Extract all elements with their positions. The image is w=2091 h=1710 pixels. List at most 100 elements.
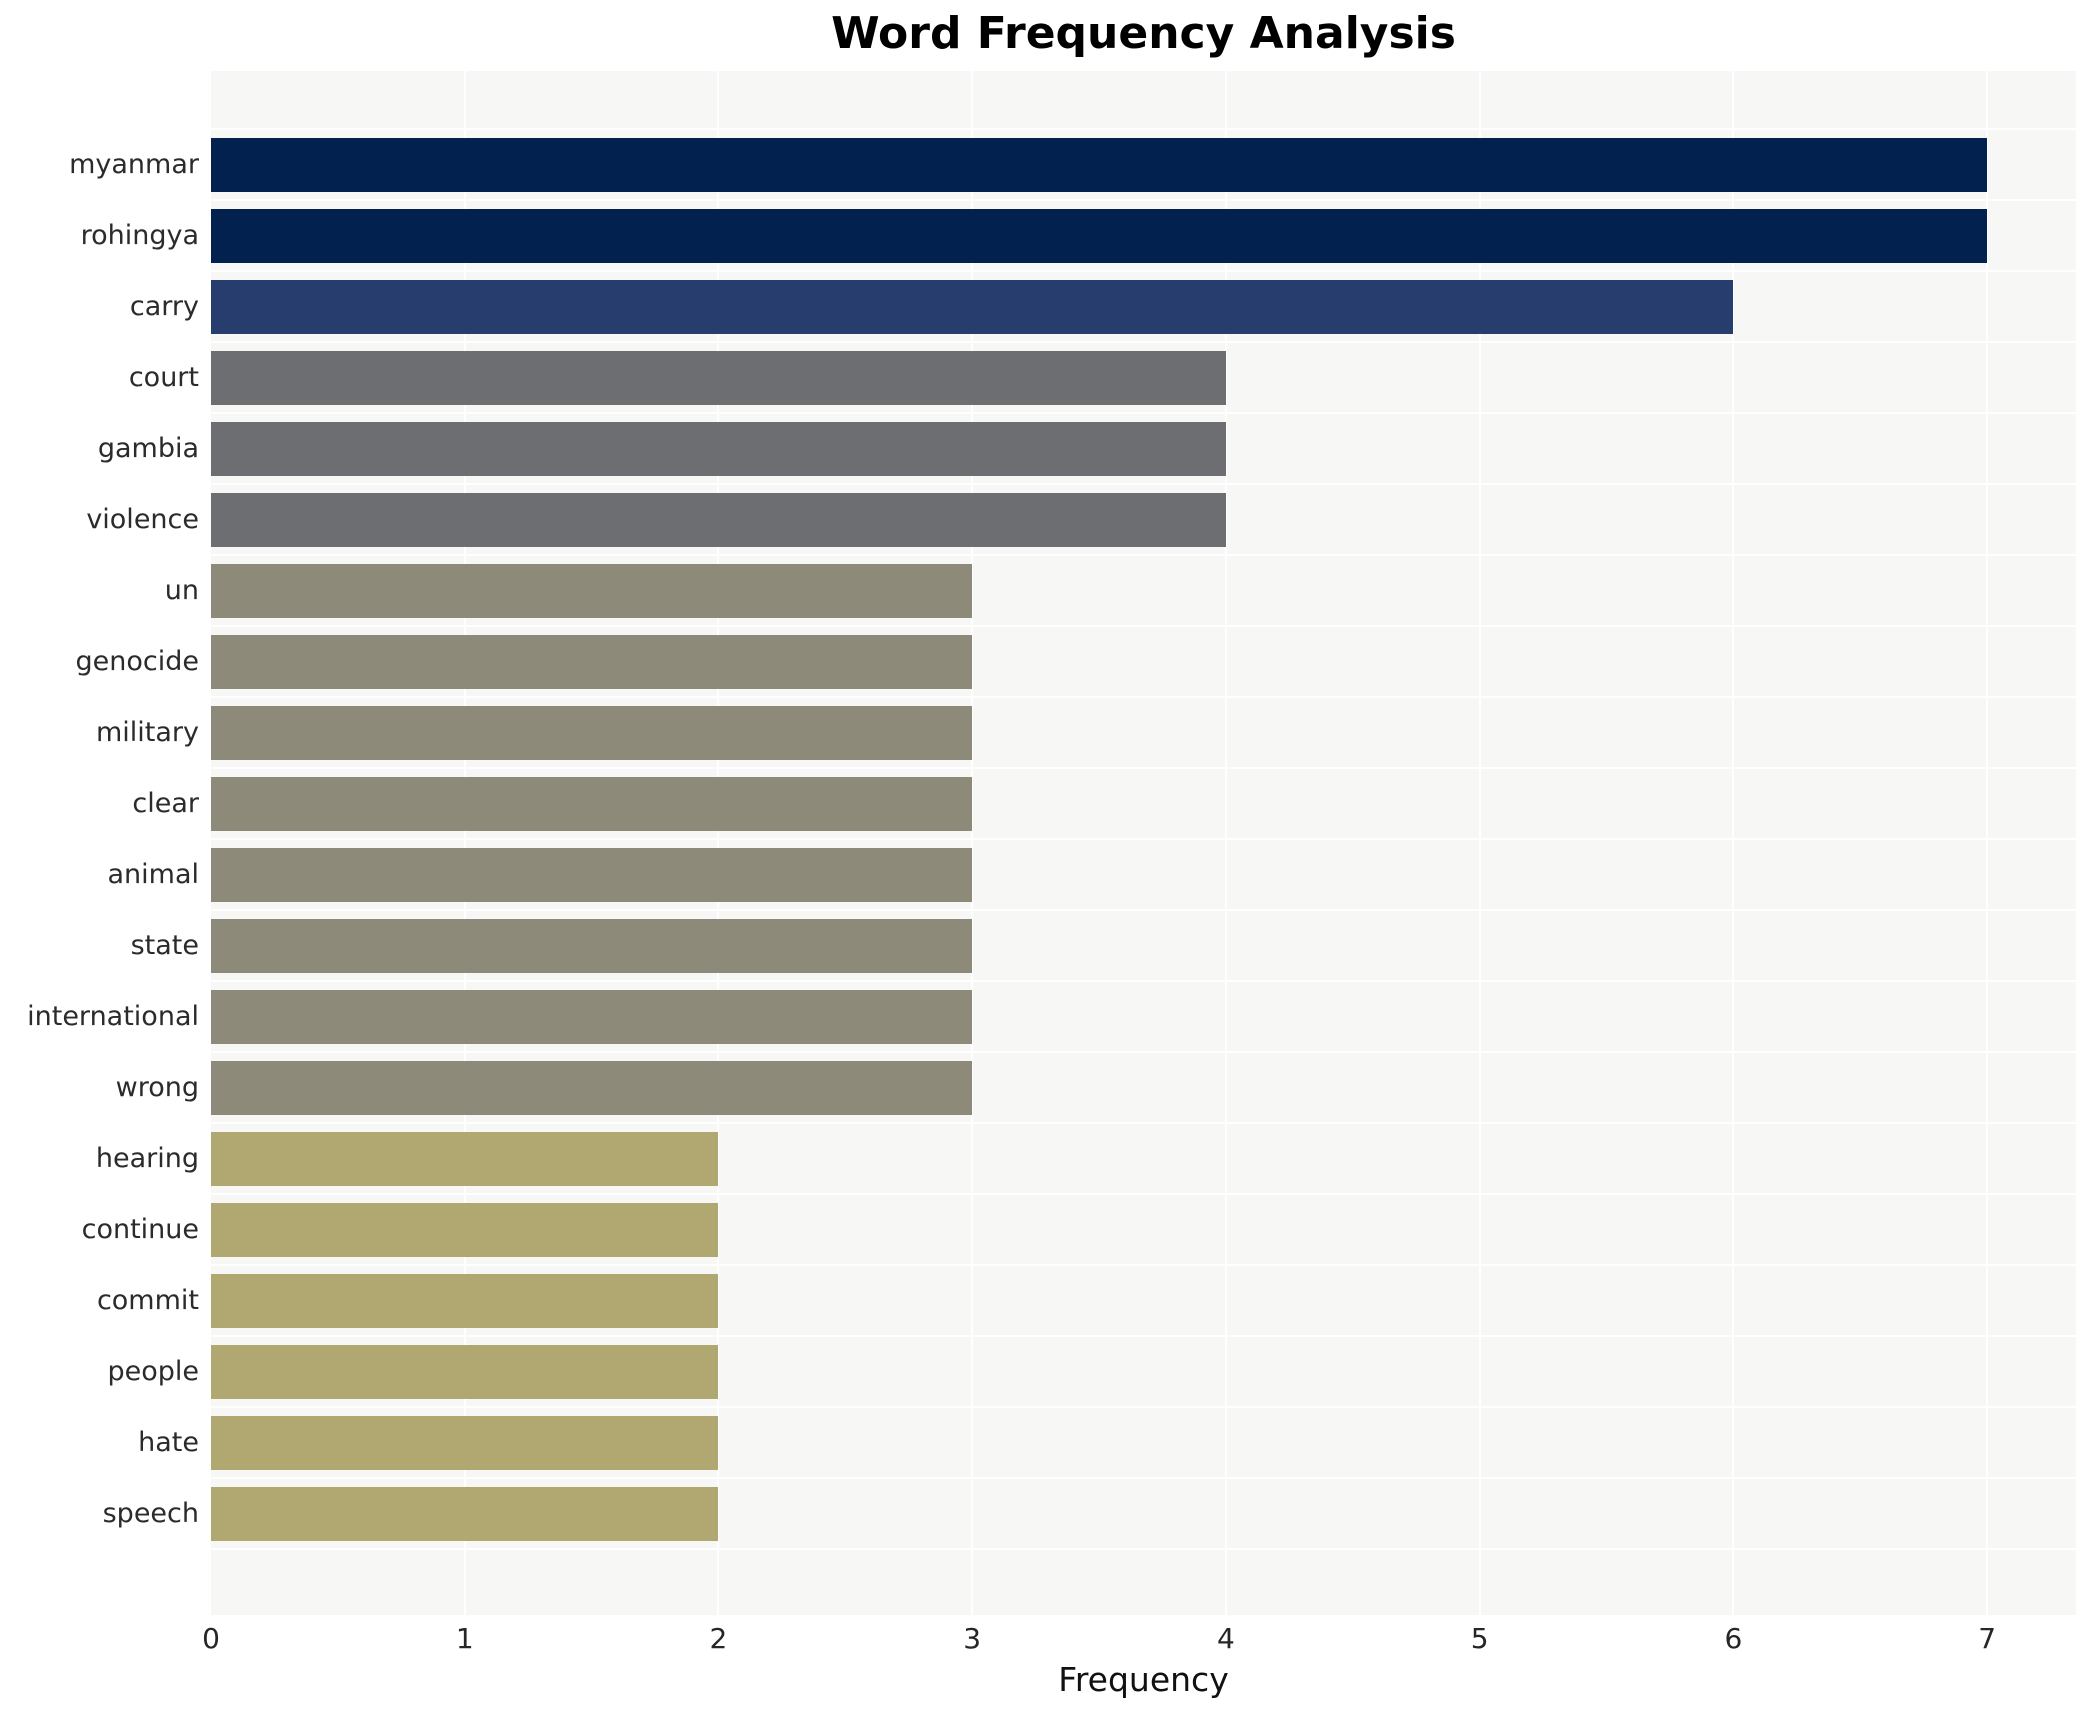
bar-track — [211, 626, 2076, 697]
frequency-bar — [211, 847, 973, 902]
frequency-bar — [211, 1344, 719, 1399]
frequency-bar — [211, 705, 973, 760]
gridline-horizontal — [211, 128, 2076, 130]
bar-track — [211, 1478, 2076, 1549]
chart-title: Word Frequency Analysis — [831, 8, 1456, 59]
gridline-horizontal — [211, 980, 2076, 982]
x-axis-title: Frequency — [1058, 1660, 1229, 1699]
bar-track — [211, 981, 2076, 1052]
bar-row: state — [0, 910, 2076, 981]
bar-row: speech — [0, 1478, 2076, 1549]
gridline-vertical — [463, 71, 466, 1615]
frequency-bar — [211, 421, 1226, 476]
gridline-horizontal — [211, 341, 2076, 343]
frequency-bar — [211, 1131, 719, 1186]
x-tick-label: 2 — [709, 1622, 728, 1655]
bar-track — [211, 768, 2076, 839]
bar-row: un — [0, 555, 2076, 626]
y-axis-label: hate — [138, 1427, 199, 1458]
bar-row: hearing — [0, 1123, 2076, 1194]
gridline-horizontal — [211, 1264, 2076, 1266]
y-axis-label: court — [128, 362, 199, 393]
bar-row: commit — [0, 1265, 2076, 1336]
gridline-horizontal — [211, 412, 2076, 414]
x-tick-label: 4 — [1217, 1622, 1235, 1655]
bar-track — [211, 1123, 2076, 1194]
frequency-bar — [211, 350, 1226, 405]
x-tick-label: 3 — [963, 1622, 982, 1655]
gridline-horizontal — [211, 1193, 2076, 1195]
gridline-vertical — [1986, 71, 1989, 1615]
frequency-bar — [211, 1273, 719, 1328]
gridline-horizontal — [211, 625, 2076, 627]
gridline-horizontal — [211, 1122, 2076, 1124]
y-axis-label: myanmar — [69, 149, 199, 180]
frequency-bar — [211, 492, 1226, 547]
y-axis-label: animal — [107, 859, 199, 890]
y-axis-label: clear — [132, 788, 199, 819]
y-axis-label: carry — [129, 291, 199, 322]
bar-track — [211, 839, 2076, 910]
bar-track — [211, 271, 2076, 342]
y-axis-label: wrong — [115, 1072, 199, 1103]
bar-row: animal — [0, 839, 2076, 910]
bar-track — [211, 1407, 2076, 1478]
bar-row: hate — [0, 1407, 2076, 1478]
bar-track — [211, 200, 2076, 271]
bar-track — [211, 484, 2076, 555]
bar-row: clear — [0, 768, 2076, 839]
frequency-bar — [211, 1415, 719, 1470]
bar-track — [211, 1052, 2076, 1123]
gridline-horizontal — [211, 1335, 2076, 1337]
y-axis-label: military — [95, 717, 199, 748]
bar-row: rohingya — [0, 200, 2076, 271]
y-axis-label: speech — [102, 1498, 199, 1529]
frequency-bar — [211, 918, 973, 973]
frequency-bar — [211, 634, 973, 689]
y-axis-label: international — [27, 1001, 199, 1032]
x-tick-label: 1 — [455, 1622, 474, 1655]
gridline-horizontal — [211, 270, 2076, 272]
y-axis-label: commit — [96, 1285, 199, 1316]
frequency-bar — [211, 776, 973, 831]
frequency-bar — [211, 563, 973, 618]
gridline-horizontal — [211, 767, 2076, 769]
bar-track — [211, 129, 2076, 200]
bar-row: military — [0, 697, 2076, 768]
y-axis-label: continue — [81, 1214, 199, 1245]
gridline-vertical — [1224, 71, 1227, 1615]
gridline-horizontal — [211, 483, 2076, 485]
gridline-horizontal — [211, 199, 2076, 201]
x-tick-label: 5 — [1470, 1622, 1489, 1655]
frequency-bar — [211, 1060, 973, 1115]
bar-track — [211, 342, 2076, 413]
gridline-horizontal — [211, 696, 2076, 698]
bar-row: international — [0, 981, 2076, 1052]
bar-track — [211, 1336, 2076, 1407]
gridline-horizontal — [211, 1406, 2076, 1408]
y-axis-label: violence — [86, 504, 199, 535]
y-axis-label: state — [130, 930, 199, 961]
bar-row: continue — [0, 1194, 2076, 1265]
bar-row: myanmar — [0, 129, 2076, 200]
gridline-horizontal — [211, 554, 2076, 556]
frequency-bar — [211, 137, 1988, 192]
bar-row: court — [0, 342, 2076, 413]
y-axis-label: rohingya — [80, 220, 199, 251]
frequency-bar — [211, 1486, 719, 1541]
x-tick-label: 6 — [1724, 1622, 1743, 1655]
frequency-bar — [211, 279, 1734, 334]
y-axis-label: people — [107, 1356, 199, 1387]
gridline-vertical — [971, 71, 974, 1615]
y-axis-label: gambia — [97, 433, 199, 464]
gridline-horizontal — [211, 838, 2076, 840]
gridline-horizontal — [211, 1477, 2076, 1479]
x-tick-label: 0 — [202, 1622, 220, 1655]
gridline-vertical — [1732, 71, 1735, 1615]
gridline-horizontal — [211, 909, 2076, 911]
gridline-horizontal — [211, 1051, 2076, 1053]
x-tick-label: 7 — [1978, 1622, 1997, 1655]
bar-row: carry — [0, 271, 2076, 342]
frequency-bar — [211, 1202, 719, 1257]
bar-row: violence — [0, 484, 2076, 555]
